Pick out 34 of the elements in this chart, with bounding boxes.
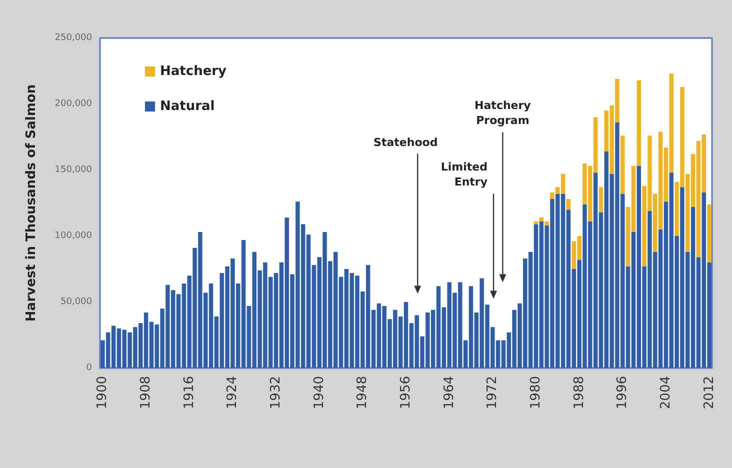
x-tick-label: 1988 bbox=[572, 376, 587, 410]
bar bbox=[620, 136, 625, 194]
x-tick-label: 1964 bbox=[442, 376, 457, 410]
bar bbox=[598, 187, 604, 212]
legend-label: Natural bbox=[160, 99, 215, 114]
x-tick-label: 2012 bbox=[702, 376, 717, 410]
x-tick-label: 1940 bbox=[312, 376, 327, 410]
bar bbox=[636, 80, 641, 166]
bar bbox=[707, 204, 712, 262]
annotation: Statehood bbox=[374, 136, 438, 149]
x-tick-label: 1996 bbox=[615, 376, 630, 410]
x-tick-label: 1956 bbox=[398, 376, 414, 410]
x-tick-label: 1916 bbox=[182, 376, 197, 410]
legend-label: Hatchery bbox=[160, 64, 228, 79]
x-tick-label: 1924 bbox=[225, 376, 240, 410]
x-tick-label: 1972 bbox=[485, 376, 500, 410]
x-tick-label: 1932 bbox=[268, 376, 284, 410]
annotation: Hatchery Program bbox=[474, 99, 531, 128]
y-tick-label: 200,000 bbox=[54, 99, 92, 109]
y-tick-label: 50,000 bbox=[60, 297, 92, 307]
annotation: Limited Entry bbox=[440, 160, 488, 189]
y-tick-label: 150,000 bbox=[54, 165, 92, 175]
bar bbox=[544, 221, 549, 226]
x-tick-label: 2004 bbox=[658, 376, 674, 410]
y-tick-label: 250,000 bbox=[54, 33, 92, 43]
x-tick-label: 1908 bbox=[138, 376, 154, 410]
x-tick-label: 1948 bbox=[355, 376, 370, 410]
y-axis-title: Harvest in Thousands of Salmon bbox=[24, 84, 39, 322]
x-tick-label: 1900 bbox=[95, 376, 110, 410]
x-tick-label: 1980 bbox=[528, 376, 544, 410]
y-tick-label: 100,000 bbox=[54, 231, 92, 241]
bar bbox=[539, 218, 544, 222]
y-tick-label: 0 bbox=[86, 363, 92, 373]
bar bbox=[566, 199, 571, 210]
